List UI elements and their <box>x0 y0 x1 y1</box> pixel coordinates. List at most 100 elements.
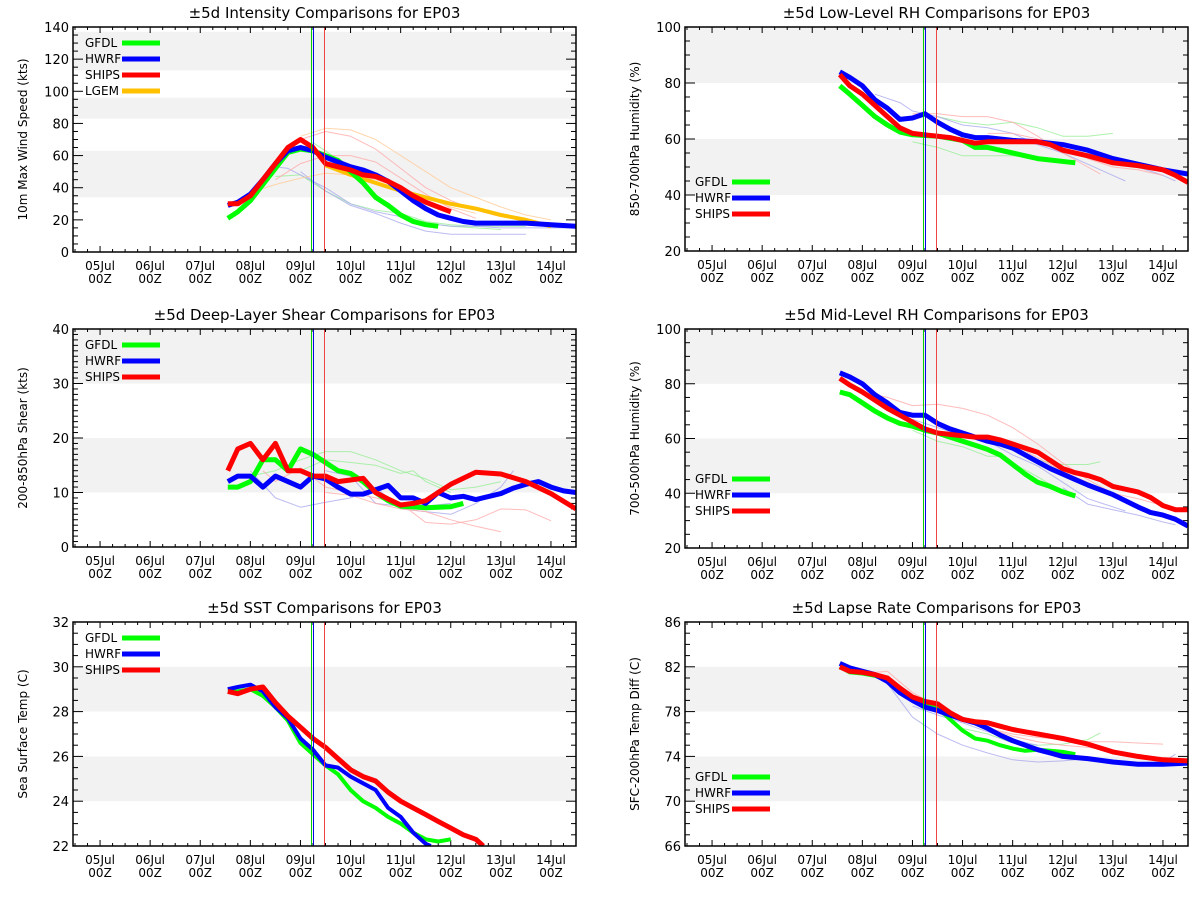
plot-area <box>226 27 576 252</box>
x-tick-label-date: 14Jul <box>1148 853 1178 867</box>
x-tick-label-time: 00Z <box>239 567 263 581</box>
y-tick-label: 66 <box>664 840 681 855</box>
x-tick-label-date: 05Jul <box>697 258 727 272</box>
y-tick-label: 22 <box>52 840 69 855</box>
x-tick-label-time: 00Z <box>951 866 975 880</box>
x-tick-label-date: 10Jul <box>336 259 366 273</box>
x-tick-label-date: 11Jul <box>998 258 1028 272</box>
x-tick-label-time: 00Z <box>1001 271 1025 285</box>
legend-label-gfdl: GFDL <box>695 472 727 486</box>
x-tick-label-time: 00Z <box>138 866 162 880</box>
x-tick-label-date: 07Jul <box>185 554 215 568</box>
x-tick-label-time: 00Z <box>851 568 875 582</box>
plot-frame <box>72 328 577 548</box>
plot-frame <box>684 26 1189 252</box>
y-tick-label: 80 <box>664 77 681 92</box>
legend-label-hwrf: HWRF <box>695 191 731 205</box>
x-tick-label-time: 00Z <box>539 272 563 286</box>
x-tick-label-time: 00Z <box>189 272 213 286</box>
x-tick-label-time: 00Z <box>239 866 263 880</box>
y-tick-label: 40 <box>52 323 69 338</box>
x-tick-label-time: 00Z <box>700 271 724 285</box>
x-tick-label-time: 00Z <box>289 866 313 880</box>
series-lgem <box>324 163 552 229</box>
series-ships <box>838 376 1188 513</box>
legend-label-gfdl: GFDL <box>85 36 117 50</box>
series-hwrf <box>227 682 432 846</box>
x-tick-label-date: 05Jul <box>85 554 115 568</box>
plot-area <box>838 622 1188 846</box>
plot-frame <box>72 621 577 847</box>
series-hwrf <box>838 69 1188 177</box>
y-tick-label: 78 <box>664 706 681 721</box>
x-tick-label-time: 00Z <box>489 272 513 286</box>
y-tick-label: 100 <box>656 21 681 36</box>
y-tick-label: 80 <box>52 117 69 132</box>
x-tick-label-time: 00Z <box>901 568 925 582</box>
x-tick-label-time: 00Z <box>750 271 774 285</box>
x-tick-label-date: 10Jul <box>948 853 978 867</box>
y-tick-label: 20 <box>52 432 69 447</box>
y-tick-label: 28 <box>52 706 69 721</box>
x-tick-label-time: 00Z <box>1051 568 1075 582</box>
x-tick-label-date: 12Jul <box>1048 853 1078 867</box>
series-ships-prior-1 <box>912 113 1101 175</box>
legend-label-gfdl: GFDL <box>85 631 117 645</box>
x-tick-label-date: 08Jul <box>235 853 265 867</box>
x-tick-label-date: 05Jul <box>85 853 115 867</box>
x-tick-label-date: 13Jul <box>486 259 516 273</box>
x-tick-label-date: 08Jul <box>235 259 265 273</box>
x-tick-label-time: 00Z <box>750 866 774 880</box>
x-tick-label-time: 00Z <box>951 568 975 582</box>
series-ships <box>838 664 1188 764</box>
x-tick-label-time: 00Z <box>389 866 413 880</box>
x-tick-label-date: 07Jul <box>797 555 827 569</box>
y-tick-label: 32 <box>52 616 69 631</box>
x-tick-label-time: 00Z <box>1001 866 1025 880</box>
legend-label-gfdl: GFDL <box>695 770 727 784</box>
x-tick-label-time: 00Z <box>801 271 825 285</box>
legend-label-ships: SHIPS <box>85 370 120 384</box>
legend-label-lgem: LGEM <box>85 84 119 98</box>
x-tick-label-time: 00Z <box>489 567 513 581</box>
legend-label-ships: SHIPS <box>85 663 120 677</box>
x-tick-label-time: 00Z <box>750 568 774 582</box>
x-tick-label-time: 00Z <box>339 866 363 880</box>
x-tick-label-date: 09Jul <box>898 853 928 867</box>
series-ships-prior-1 <box>862 670 1164 745</box>
series-gfdl-prior-1 <box>912 429 1064 493</box>
x-tick-label-date: 06Jul <box>747 853 777 867</box>
y-tick-label: 40 <box>664 189 681 204</box>
y-tick-label: 80 <box>664 378 681 393</box>
x-tick-label-time: 00Z <box>1051 271 1075 285</box>
x-tick-label-date: 05Jul <box>85 259 115 273</box>
x-tick-label-date: 08Jul <box>847 853 877 867</box>
y-axis-label: 10m Max Wind Speed (kts) <box>16 58 30 220</box>
x-tick-label-date: 12Jul <box>436 554 466 568</box>
x-tick-label-time: 00Z <box>1151 271 1175 285</box>
plot-frame <box>72 26 577 253</box>
series-hwrf-prior-2 <box>300 171 526 235</box>
legend-label-hwrf: HWRF <box>695 488 731 502</box>
y-tick-label: 20 <box>664 245 681 260</box>
x-tick-label-date: 06Jul <box>747 258 777 272</box>
x-tick-label-date: 14Jul <box>536 554 566 568</box>
y-axis-label: 850-700hPa Humidity (%) <box>628 62 642 217</box>
x-tick-label-time: 00Z <box>951 271 975 285</box>
panel-sst: ±5d SST Comparisons for EP03 Sea Surface … <box>16 599 577 880</box>
x-tick-label-time: 00Z <box>700 866 724 880</box>
y-tick-label: 60 <box>664 133 681 148</box>
y-tick-label: 24 <box>52 795 69 810</box>
x-tick-label-date: 08Jul <box>847 555 877 569</box>
chart-title: ±5d Mid-Level RH Comparisons for EP03 <box>784 306 1089 324</box>
x-tick-label-date: 14Jul <box>1148 258 1178 272</box>
x-tick-label-date: 11Jul <box>386 853 416 867</box>
x-tick-label-date: 07Jul <box>797 853 827 867</box>
series-gfdl-prior-2 <box>300 459 451 493</box>
x-tick-label-date: 12Jul <box>436 259 466 273</box>
chart-title: ±5d Low-Level RH Comparisons for EP03 <box>783 4 1091 22</box>
panel-shear: ±5d Deep-Layer Shear Comparisons for EP0… <box>16 306 577 581</box>
x-tick-label-time: 00Z <box>1101 568 1125 582</box>
x-tick-label-time: 00Z <box>851 271 875 285</box>
legend-label-ships: SHIPS <box>695 802 730 816</box>
